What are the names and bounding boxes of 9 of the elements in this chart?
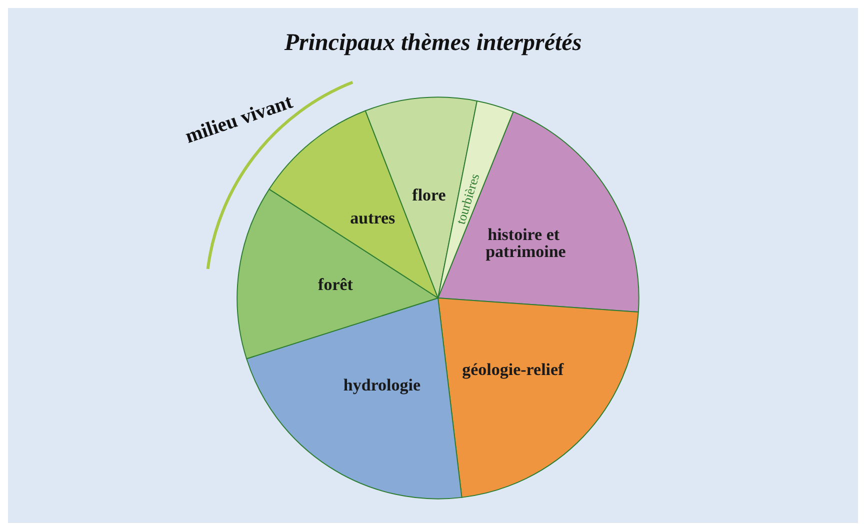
slice-label: tourbières xyxy=(452,172,482,226)
slice-label: forêt xyxy=(318,274,354,294)
slice-label: histoire et patrimoine xyxy=(486,225,566,262)
slice-label: autres xyxy=(350,208,396,228)
chart-title: Principaux thèmes interprétés xyxy=(283,30,582,56)
slice-label: hydrologie xyxy=(343,375,421,394)
slice-label: géologie-relief xyxy=(462,360,564,379)
text: milieu vivant xyxy=(182,90,296,148)
slice-label: flore xyxy=(412,185,446,204)
